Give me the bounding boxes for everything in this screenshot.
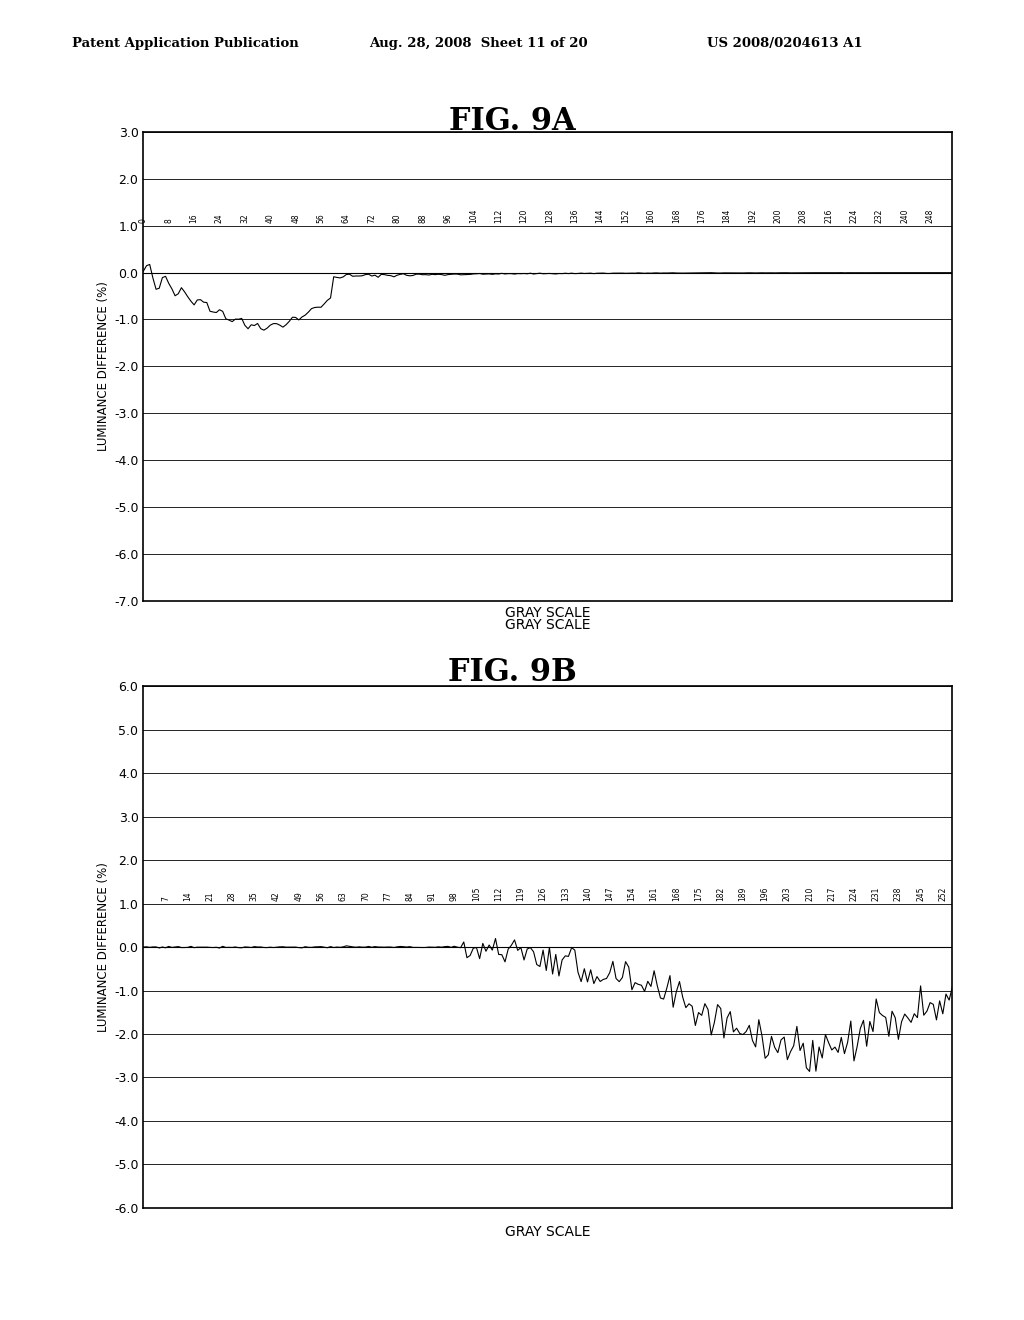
Text: 248: 248 [926,209,935,223]
Text: GRAY SCALE: GRAY SCALE [505,618,591,632]
Text: 104: 104 [469,209,478,223]
Text: 112: 112 [495,887,503,902]
Text: FIG. 9A: FIG. 9A [449,106,575,136]
Text: 28: 28 [227,892,237,902]
Text: US 2008/0204613 A1: US 2008/0204613 A1 [707,37,862,50]
Text: 252: 252 [938,887,947,902]
Text: 80: 80 [392,214,401,223]
Text: 32: 32 [241,214,250,223]
Text: 126: 126 [539,887,548,902]
X-axis label: GRAY SCALE: GRAY SCALE [505,606,591,620]
Text: 120: 120 [519,209,528,223]
Text: 84: 84 [406,892,415,902]
Text: 240: 240 [900,209,909,223]
Text: 63: 63 [339,892,348,902]
Text: 40: 40 [266,214,274,223]
Text: 189: 189 [738,887,748,902]
Text: 210: 210 [805,887,814,902]
Text: 136: 136 [570,209,580,223]
Text: 224: 224 [850,209,858,223]
Text: 24: 24 [215,214,224,223]
Text: 217: 217 [827,887,837,902]
Text: 168: 168 [672,209,681,223]
Text: 96: 96 [443,214,453,223]
Text: 14: 14 [183,892,193,902]
Text: 168: 168 [672,887,681,902]
Text: 232: 232 [874,209,884,223]
Text: 176: 176 [697,209,707,223]
Text: 72: 72 [368,214,376,223]
Text: 238: 238 [894,887,903,902]
Text: Aug. 28, 2008  Sheet 11 of 20: Aug. 28, 2008 Sheet 11 of 20 [369,37,588,50]
Text: 21: 21 [206,892,214,902]
Text: 56: 56 [316,214,326,223]
Text: 49: 49 [294,892,303,902]
Text: 154: 154 [628,887,636,902]
Text: 48: 48 [291,214,300,223]
Text: 16: 16 [189,214,199,223]
Text: 203: 203 [783,887,792,902]
Text: 64: 64 [342,214,351,223]
Text: 77: 77 [383,892,392,902]
Text: 7: 7 [161,896,170,902]
Text: 42: 42 [272,892,282,902]
Text: 112: 112 [495,209,503,223]
Text: 88: 88 [418,214,427,223]
Text: 182: 182 [716,887,725,902]
Text: 184: 184 [723,209,731,223]
Text: Patent Application Publication: Patent Application Publication [72,37,298,50]
Y-axis label: LUMINANCE DIFFERENCE (%): LUMINANCE DIFFERENCE (%) [97,862,110,1032]
Text: 161: 161 [649,887,658,902]
Text: 144: 144 [596,209,605,223]
Text: 216: 216 [824,209,834,223]
Text: 175: 175 [694,887,703,902]
Text: 105: 105 [472,887,481,902]
Text: 200: 200 [773,209,782,223]
Text: 35: 35 [250,892,259,902]
Text: 91: 91 [428,892,436,902]
Y-axis label: LUMINANCE DIFFERENCE (%): LUMINANCE DIFFERENCE (%) [97,281,110,451]
Text: 119: 119 [516,887,525,902]
Text: 208: 208 [799,209,808,223]
Text: 56: 56 [316,892,326,902]
Text: 147: 147 [605,887,614,902]
Text: 98: 98 [450,892,459,902]
Text: GRAY SCALE: GRAY SCALE [505,1225,591,1239]
Text: FIG. 9B: FIG. 9B [447,657,577,688]
Text: 0: 0 [139,219,147,223]
Text: 8: 8 [164,219,173,223]
Text: 196: 196 [761,887,770,902]
Text: 70: 70 [360,892,370,902]
Text: 231: 231 [871,887,881,902]
Text: 224: 224 [850,887,858,902]
Text: 152: 152 [622,209,630,223]
Text: 128: 128 [545,209,554,223]
Text: 192: 192 [748,209,757,223]
Text: 245: 245 [916,887,925,902]
Text: 160: 160 [646,209,655,223]
Text: 140: 140 [583,887,592,902]
Text: 133: 133 [561,887,569,902]
